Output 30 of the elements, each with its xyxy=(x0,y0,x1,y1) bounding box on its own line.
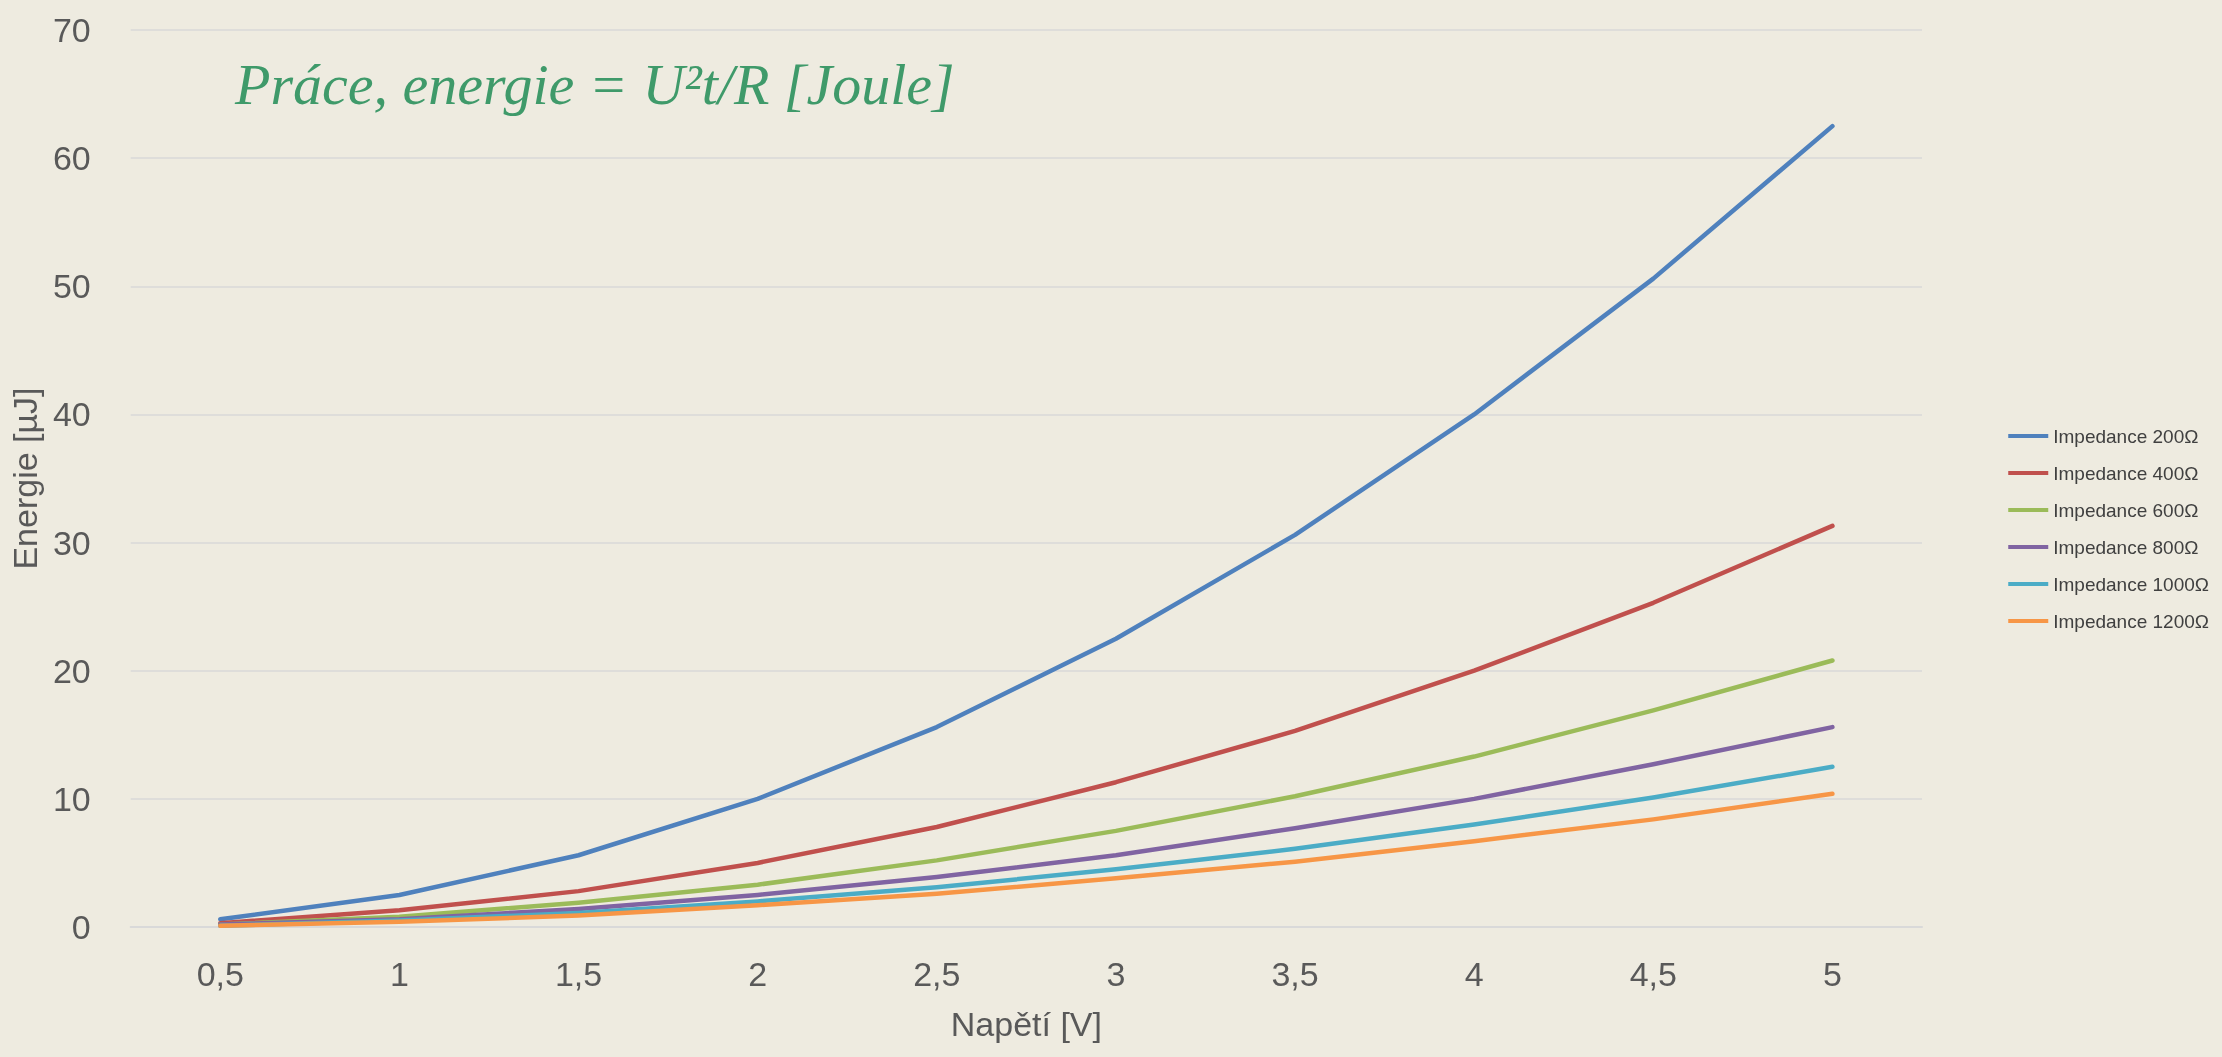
legend-label: Impedance 600Ω xyxy=(2053,499,2199,521)
x-tick-label: 1 xyxy=(389,955,409,993)
y-tick-label: 0 xyxy=(71,908,91,946)
y-tick-label: 60 xyxy=(52,139,91,178)
y-tick-label: 70 xyxy=(52,11,91,49)
legend-label: Impedance 400Ω xyxy=(2053,462,2199,484)
x-tick-label: 4 xyxy=(1464,955,1484,993)
legend-label: Impedance 1000Ω xyxy=(2053,573,2210,595)
x-tick-label: 3 xyxy=(1106,955,1126,993)
legend-label: Impedance 1200Ω xyxy=(2053,610,2210,632)
y-tick-label: 10 xyxy=(52,779,91,818)
y-tick-label: 30 xyxy=(52,523,91,562)
x-tick-label: 0,5 xyxy=(196,955,244,993)
legend-label: Impedance 200Ω xyxy=(2053,425,2199,447)
line-series xyxy=(218,123,1835,922)
x-tick-label: 1,5 xyxy=(554,955,603,993)
y-tick-label: 50 xyxy=(52,267,91,306)
x-tick-label: 4,5 xyxy=(1629,955,1677,993)
annotation: Práce, energie = U²t/R [Joule] xyxy=(234,51,955,117)
x-tick-label: 3,5 xyxy=(1271,955,1319,993)
x-tick-label: 5 xyxy=(1822,955,1842,993)
legend-label: Impedance 800Ω xyxy=(2053,536,2199,558)
line-series xyxy=(218,791,1835,928)
y-tick-label: 20 xyxy=(52,651,91,690)
x-axis-title: Napětí [V] xyxy=(950,1005,1102,1043)
line-series xyxy=(218,523,1835,926)
y-axis-title: Energie [µJ] xyxy=(6,387,44,570)
x-tick-label: 2,5 xyxy=(913,955,961,993)
y-tick-label: 40 xyxy=(52,395,91,434)
x-tick-label: 2 xyxy=(748,955,768,993)
